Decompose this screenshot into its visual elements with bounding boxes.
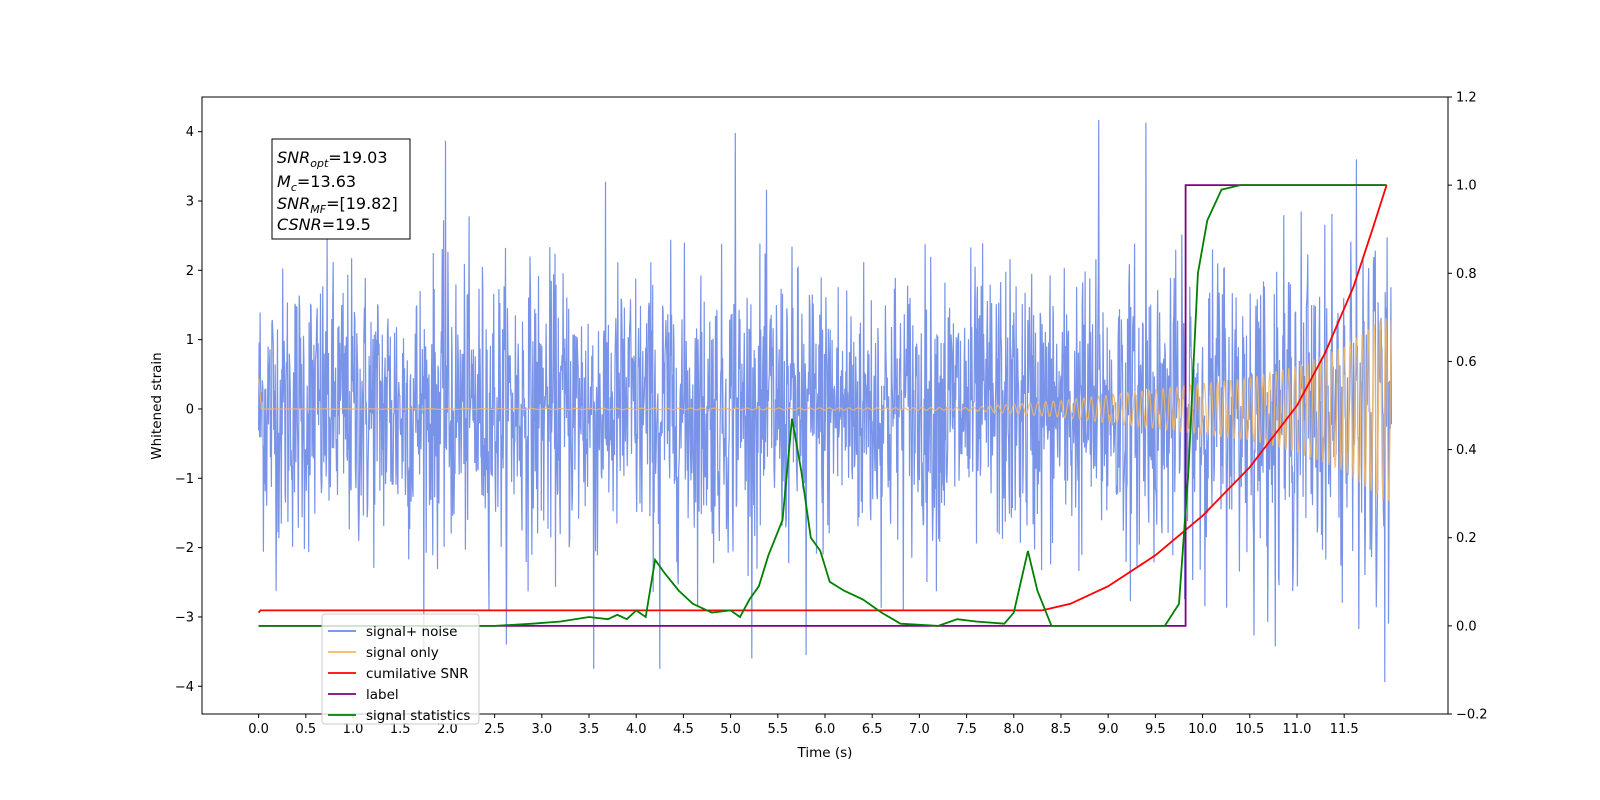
x-tick-label: 5.0	[720, 722, 741, 737]
legend-entry-label: label	[366, 687, 399, 703]
x-tick-label: 7.5	[956, 722, 977, 737]
x-tick-label: 6.5	[862, 722, 883, 737]
y-tick-label: 2	[186, 264, 194, 279]
series-signal-noise-line	[258, 119, 1392, 683]
y2-tick-label: 1.2	[1456, 91, 1477, 106]
y2-tick-label: 1.0	[1456, 179, 1477, 194]
legend-entry-label: signal+ noise	[366, 624, 457, 640]
legend-entry-label: signal only	[366, 645, 439, 661]
y2-tick-label: −0.2	[1456, 708, 1488, 723]
y-tick-label: 4	[186, 125, 194, 140]
y-tick-label: −2	[175, 541, 194, 556]
y-tick-label: 0	[186, 402, 194, 417]
y-tick-label: −4	[175, 680, 194, 695]
x-tick-label: 2.5	[484, 722, 505, 737]
stats-annotation-box: SNRopt=19.03 Mc=13.63 SNRMF=[19.82] CSNR…	[271, 138, 411, 240]
x-tick-label: 11.5	[1330, 722, 1359, 737]
x-tick-label: 10.0	[1188, 722, 1217, 737]
y2-tick-label: 0.4	[1456, 443, 1477, 458]
y-tick-label: 3	[186, 194, 194, 209]
x-tick-label: 3.0	[531, 722, 552, 737]
snr-opt-text: SNRopt=19.03	[277, 148, 388, 170]
series-layer	[257, 119, 1392, 683]
x-tick-label: 2.0	[437, 722, 458, 737]
y2-tick-label: 0.2	[1456, 531, 1477, 546]
x-tick-label: 9.0	[1098, 722, 1119, 737]
series-signal-statistics-line	[258, 184, 1387, 627]
x-axis: 0.0 0.5 1.0 1.5 2.0 2.5 3.0 3.5 4.0 4.5 5.0 5.5 6.0 6…	[248, 714, 1359, 737]
x-tick-label: 0.5	[295, 722, 316, 737]
legend-entry-label: cumilative SNR	[366, 666, 469, 682]
series-cumulative-snr-line	[257, 184, 1388, 614]
y2-tick-label: 0.6	[1456, 355, 1477, 370]
x-tick-label: 4.0	[626, 722, 647, 737]
x-tick-label: 5.5	[767, 722, 788, 737]
y-tick-label: −1	[175, 472, 194, 487]
y-axis-right: −0.2 0.0 0.2 0.4 0.6 0.8 1.0 1.2	[1448, 91, 1488, 723]
x-tick-label: 3.5	[579, 722, 600, 737]
x-tick-label: 6.0	[815, 722, 836, 737]
x-tick-label: 10.5	[1235, 722, 1264, 737]
y2-tick-label: 0.0	[1456, 619, 1477, 634]
x-tick-label: 1.5	[390, 722, 411, 737]
x-tick-label: 8.5	[1051, 722, 1072, 737]
stats-annotation-frame	[271, 138, 411, 240]
x-tick-label: 11.0	[1282, 722, 1311, 737]
series-signal-only-line	[258, 318, 1392, 502]
x-tick-label: 9.5	[1145, 722, 1166, 737]
x-tick-label: 1.0	[343, 722, 364, 737]
legend-entry-label: signal statistics	[366, 708, 470, 724]
legend: signal+ noise signal only cumilative SNR la…	[321, 613, 480, 725]
snr-mf-text: SNRMF=[19.82]	[277, 194, 398, 216]
x-tick-label: 7.0	[909, 722, 930, 737]
y-tick-label: −3	[175, 610, 194, 625]
legend-frame	[321, 613, 480, 725]
y-axis-left: −4 −3 −2 −1 0 1 2 3 4	[175, 125, 202, 695]
chirp-mass-text: Mc=13.63	[277, 172, 356, 194]
y-axis-label: Whitened strain	[149, 352, 165, 459]
csnr-text: CSNR=19.5	[277, 215, 371, 234]
y2-tick-label: 0.8	[1456, 267, 1477, 282]
x-tick-label: 0.0	[248, 722, 269, 737]
x-tick-label: 4.5	[673, 722, 694, 737]
y-tick-label: 1	[186, 333, 194, 348]
x-axis-label: Time (s)	[797, 745, 853, 761]
x-tick-label: 8.0	[1003, 722, 1024, 737]
